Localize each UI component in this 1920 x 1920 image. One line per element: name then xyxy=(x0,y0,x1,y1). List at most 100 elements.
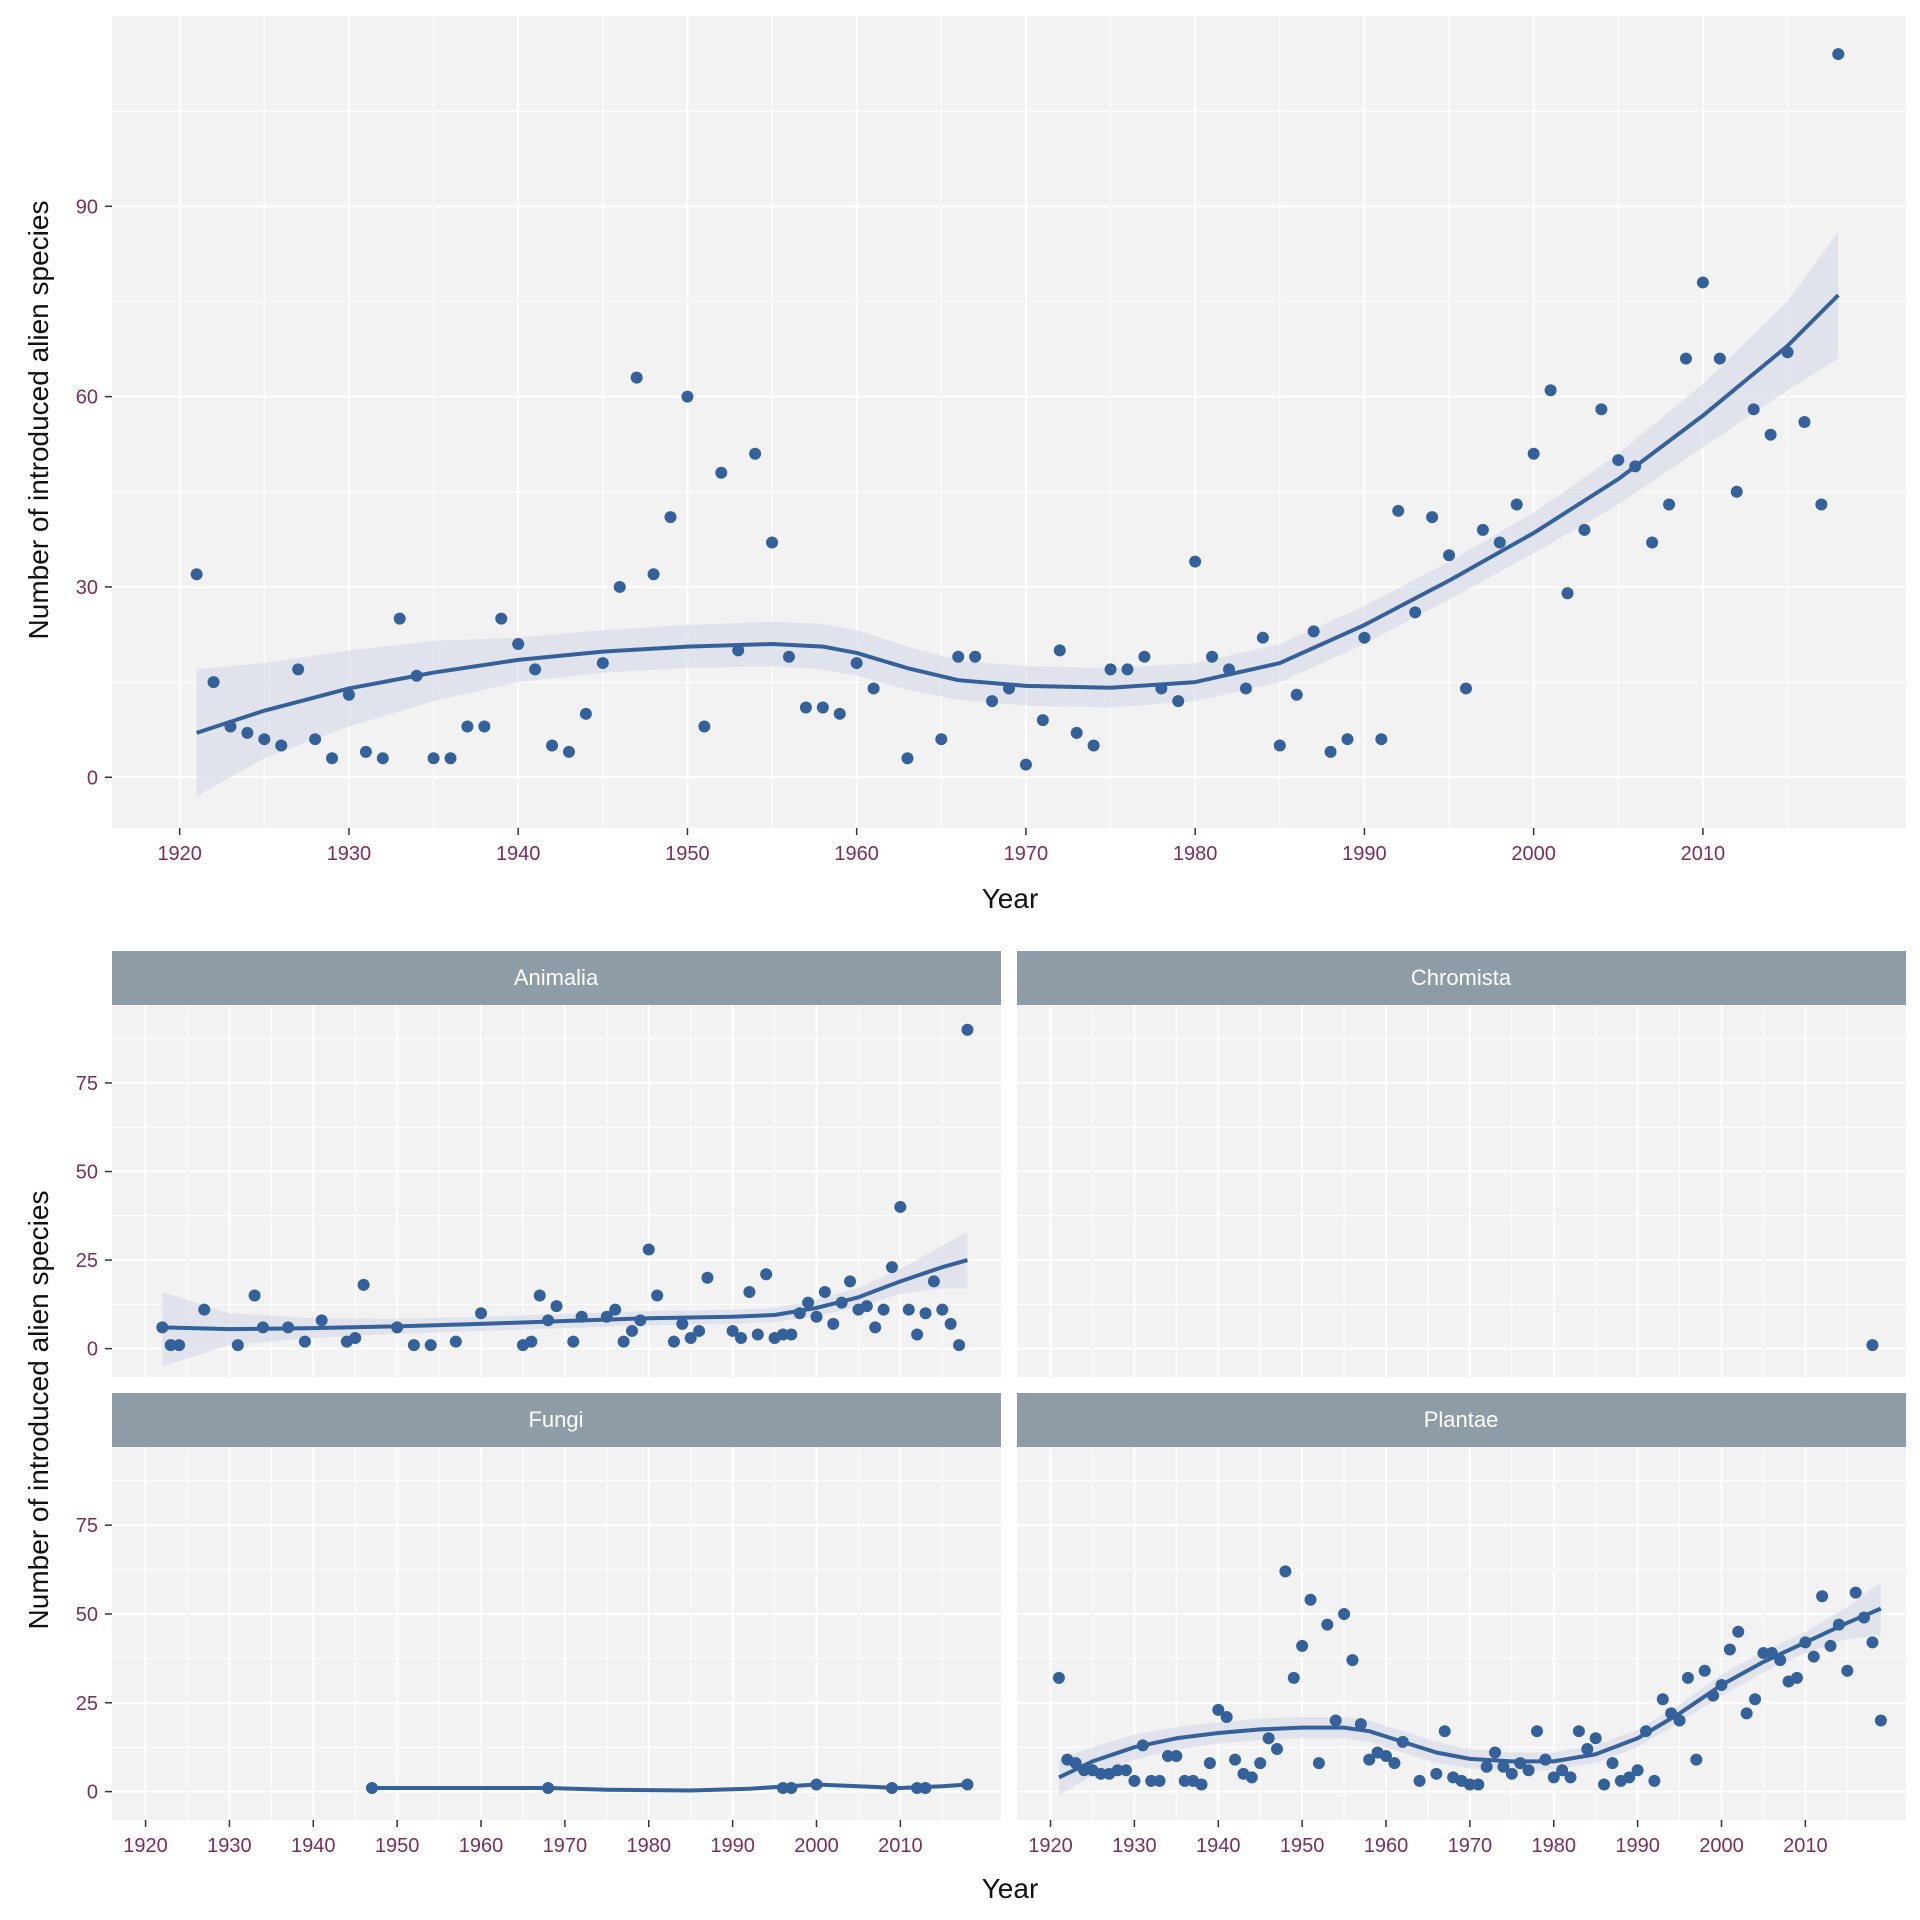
data-point-fungi xyxy=(911,1782,924,1795)
x-tick-label: 1930 xyxy=(327,843,372,865)
data-point-all xyxy=(969,650,982,663)
data-point-plantae xyxy=(1212,1703,1225,1716)
x-tick-label: 1970 xyxy=(1448,1835,1493,1857)
y-tick-label: 50 xyxy=(76,1162,98,1184)
data-point-animalia xyxy=(776,1328,789,1341)
data-point-all xyxy=(1544,384,1557,397)
x-tick-label: 2000 xyxy=(1699,1835,1744,1857)
x-tick-label: 1960 xyxy=(1364,1835,1409,1857)
data-point-animalia xyxy=(827,1317,840,1330)
strip-label-fungi: Fungi xyxy=(528,1407,583,1432)
data-point-all xyxy=(275,739,288,752)
data-point-animalia xyxy=(315,1314,328,1327)
data-point-plantae xyxy=(1514,1757,1527,1770)
data-point-all xyxy=(1003,682,1015,695)
data-point-all xyxy=(512,638,525,651)
strip-label-animalia: Animalia xyxy=(514,965,599,990)
data-point-fungi xyxy=(885,1782,898,1795)
data-point-all xyxy=(664,511,677,524)
data-point-all xyxy=(1561,587,1574,600)
data-point-all xyxy=(376,752,389,765)
axes: 0 30 60 90 1920 1930 1940 1950 1960 1970 1980 1990 2… xyxy=(76,196,1828,1857)
data-point-plantae xyxy=(1673,1714,1686,1727)
strip-label-plantae: Plantae xyxy=(1424,1407,1499,1432)
data-point-all xyxy=(410,669,423,682)
x-tick-label: 1990 xyxy=(1615,1835,1660,1857)
top-x-axis-title: Year xyxy=(982,883,1039,914)
x-tick-label: 1940 xyxy=(291,1835,336,1857)
data-point-plantae xyxy=(1229,1753,1242,1766)
data-point-fungi xyxy=(810,1778,823,1791)
data-point-plantae xyxy=(1807,1650,1820,1663)
panel-background-fungi xyxy=(112,1447,1001,1820)
data-point-all xyxy=(850,657,863,670)
data-point-plantae xyxy=(1220,1710,1233,1723)
data-point-plantae xyxy=(1287,1671,1300,1684)
data-point-plantae xyxy=(1363,1753,1376,1766)
smooth-line-animalia xyxy=(162,1258,968,1332)
data-point-all xyxy=(546,739,559,752)
data-point-fungi xyxy=(542,1782,555,1795)
x-tick-label: 1980 xyxy=(1532,1835,1577,1857)
data-point-all xyxy=(1764,428,1777,441)
data-point-plantae xyxy=(1430,1767,1443,1780)
data-point-animalia xyxy=(927,1275,940,1288)
data-point-all xyxy=(596,657,609,670)
data-point-plantae xyxy=(1640,1725,1653,1738)
data-point-plantae xyxy=(1858,1611,1871,1624)
data-point-plantae xyxy=(1681,1671,1694,1684)
data-point-all xyxy=(1510,498,1523,511)
data-point-all xyxy=(630,371,643,384)
data-point-all xyxy=(359,745,372,758)
data-point-all xyxy=(782,650,795,663)
y-tick-label: 0 xyxy=(87,1339,98,1361)
data-point-all xyxy=(1036,714,1049,727)
data-point-all xyxy=(1646,536,1659,549)
data-point-plantae xyxy=(1849,1586,1862,1599)
confidence-band-all xyxy=(196,231,1839,797)
data-point-plantae xyxy=(1497,1760,1510,1773)
data-point-animalia xyxy=(885,1261,898,1274)
data-point-all xyxy=(292,663,305,676)
x-tick-label: 1980 xyxy=(1173,843,1218,865)
data-point-animalia xyxy=(424,1339,437,1352)
data-point-animalia xyxy=(248,1289,261,1302)
data-point-animalia xyxy=(156,1321,169,1334)
data-point-animalia xyxy=(651,1289,664,1302)
grid-lines xyxy=(112,16,1906,1820)
data-point-all xyxy=(342,688,355,701)
smooth-line-all xyxy=(195,293,1840,735)
x-tick-label: 1930 xyxy=(1112,1835,1157,1857)
x-tick-label: 1970 xyxy=(1004,843,1049,865)
data-point-plantae xyxy=(1698,1664,1711,1677)
data-point-animalia xyxy=(726,1324,739,1337)
data-point-all xyxy=(1747,403,1760,416)
y-tick-label: 0 xyxy=(87,1782,98,1804)
data-point-plantae xyxy=(1329,1714,1342,1727)
x-tick-label: 1940 xyxy=(1196,1835,1241,1857)
x-tick-label: 2000 xyxy=(1511,843,1556,865)
data-point-all xyxy=(1341,733,1354,746)
data-point-all xyxy=(326,752,339,765)
data-point-animalia xyxy=(860,1300,873,1313)
data-point-animalia xyxy=(542,1314,555,1327)
data-point-plantae xyxy=(1270,1742,1283,1755)
data-point-plantae xyxy=(1547,1771,1560,1784)
data-point-plantae xyxy=(1153,1774,1166,1787)
x-tick-label: 2000 xyxy=(794,1835,839,1857)
data-point-all xyxy=(698,720,711,733)
data-point-animalia xyxy=(600,1310,613,1323)
data-point-plantae xyxy=(1052,1671,1065,1684)
data-point-plantae xyxy=(1128,1774,1141,1787)
data-point-plantae xyxy=(1354,1718,1367,1731)
data-point-plantae xyxy=(1732,1625,1745,1638)
x-tick-label: 1950 xyxy=(1280,1835,1325,1857)
data-point-plantae xyxy=(1874,1714,1887,1727)
data-point-all xyxy=(901,752,914,765)
data-point-plantae xyxy=(1463,1778,1476,1791)
data-point-all xyxy=(1239,682,1252,695)
y-tick-label: 25 xyxy=(76,1250,98,1272)
data-point-animalia xyxy=(953,1339,966,1352)
data-point-all xyxy=(393,612,406,625)
data-point-all xyxy=(1375,733,1388,746)
